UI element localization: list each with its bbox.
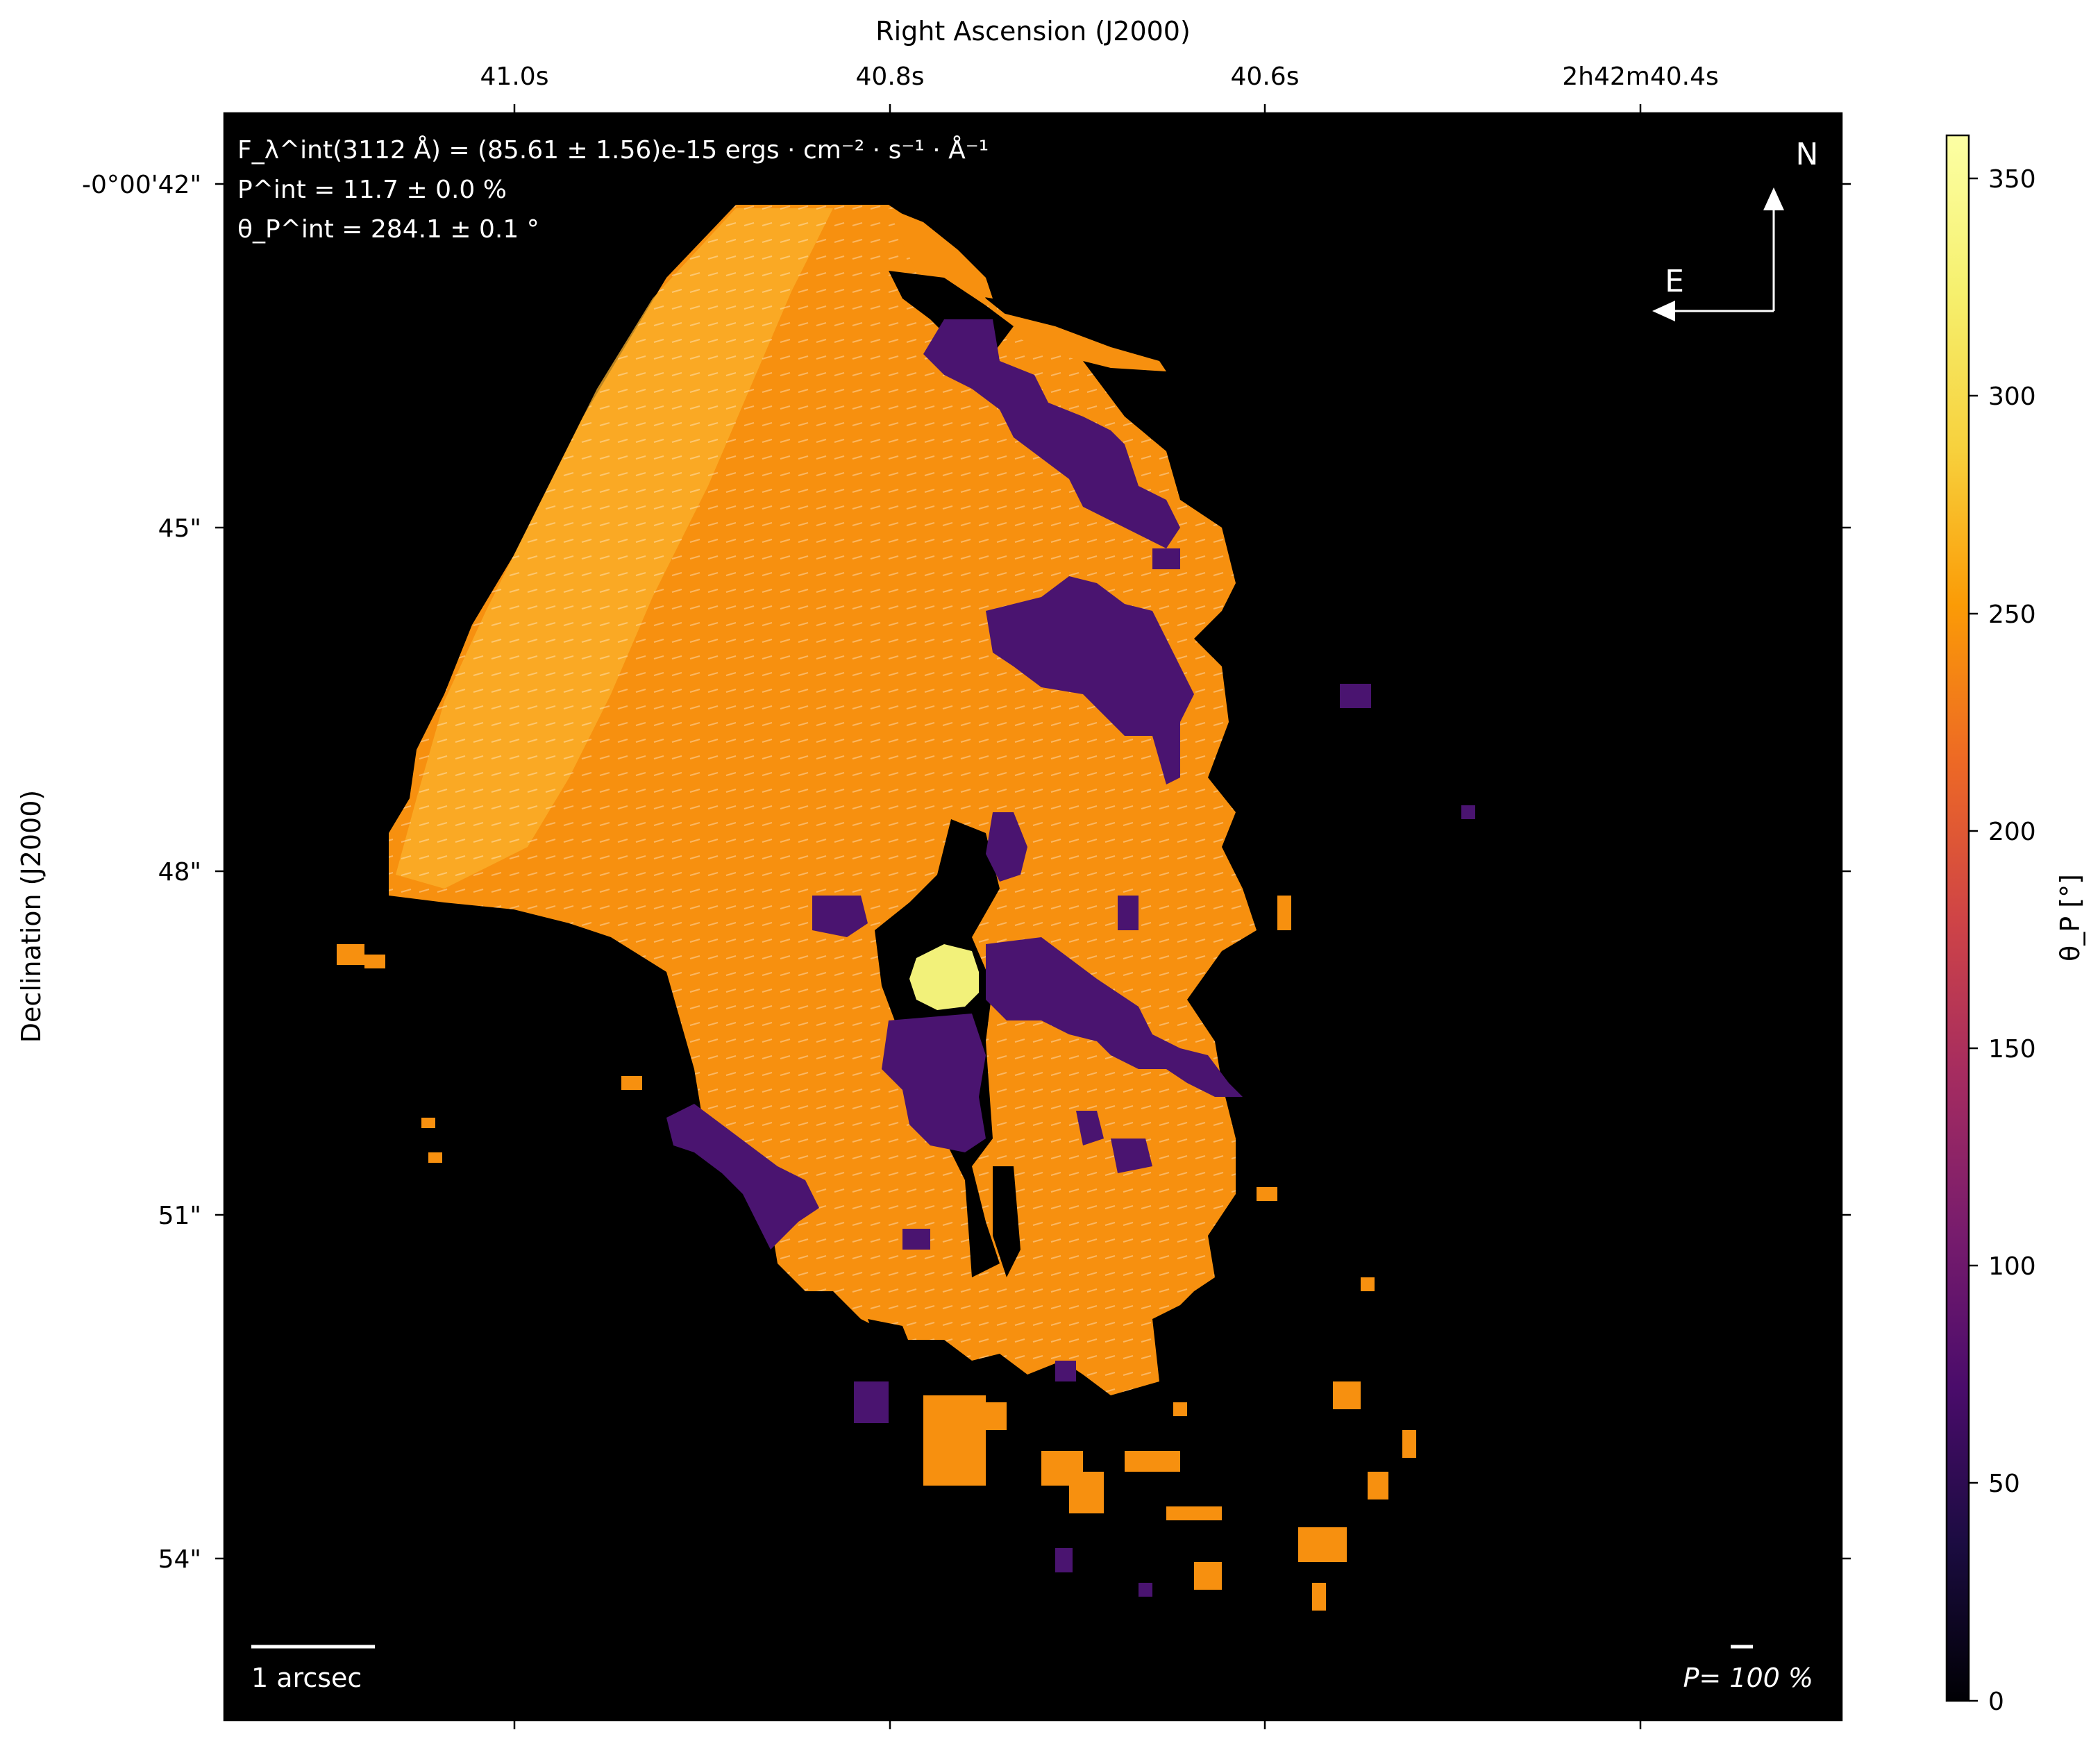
pol-angle-annotation: θ_P^int = 284.1 ± 0.1 ° xyxy=(237,215,539,244)
polarization-vectors xyxy=(389,205,1257,1395)
colorbar-tick-label: 150 xyxy=(1988,1035,2036,1064)
pol-degree-annotation: P^int = 11.7 ± 0.0 % xyxy=(237,176,507,204)
integrated-annotation: F_λ^int(3112 Å) = (85.61 ± 1.56)e-15 erg… xyxy=(237,135,989,244)
pol-scale: P= 100 % xyxy=(1683,1645,1813,1693)
colorbar-gradient xyxy=(1945,134,1970,1702)
purple-patches xyxy=(666,319,1243,1423)
plot-frame xyxy=(223,112,1843,1722)
y-axis-label: Declination (J2000) xyxy=(16,790,47,1043)
colorbar-tick-label: 350 xyxy=(1988,165,2036,194)
pol-scale-label: P= 100 % xyxy=(1683,1663,1813,1693)
y-tick-label: 45" xyxy=(158,514,201,543)
y-tick-label: 51" xyxy=(158,1202,201,1230)
east-arrowhead xyxy=(1652,301,1675,321)
y-tick-label: 48" xyxy=(158,858,201,887)
x-tick-label: 2h42m40.4s xyxy=(1562,62,1719,91)
y-tick-labels: -0°00'42" 45" 48" 51" 54" xyxy=(82,171,201,1574)
colorbar: 0 50 100 150 200 250 300 350 θ_P [°] xyxy=(1945,134,2085,1716)
x-ticks xyxy=(513,104,1642,1729)
nucleus xyxy=(909,944,979,1010)
scale-bar-label: 1 arcsec xyxy=(251,1663,362,1693)
isolated-blobs xyxy=(337,896,1416,1611)
north-label: N xyxy=(1796,137,1819,172)
y-tick-label: -0°00'42" xyxy=(82,171,201,199)
emission-streamer-2 xyxy=(1000,312,1166,371)
compass: N E xyxy=(1652,137,1818,321)
flux-annotation: F_λ^int(3112 Å) = (85.61 ± 1.56)e-15 erg… xyxy=(237,135,989,165)
colorbar-tick-label: 300 xyxy=(1988,383,2036,411)
colorbar-tick-label: 200 xyxy=(1988,818,2036,846)
x-axis-label: Right Ascension (J2000) xyxy=(875,16,1191,47)
emission-streamer xyxy=(889,208,993,299)
colorbar-tick-label: 50 xyxy=(1988,1470,2020,1498)
x-tick-label: 40.6s xyxy=(1231,62,1300,91)
gap-south xyxy=(993,1166,1020,1277)
y-tick-label: 54" xyxy=(158,1545,201,1574)
gap-edge-south xyxy=(868,1319,916,1375)
scale-bar: 1 arcsec xyxy=(251,1645,375,1693)
colorbar-tick-label: 0 xyxy=(1988,1688,2004,1716)
north-arrowhead xyxy=(1763,187,1784,210)
colorbar-tick-label: 100 xyxy=(1988,1252,2036,1281)
heatmap-map xyxy=(337,205,1475,1611)
x-tick-labels: 41.0s 40.8s 40.6s 2h42m40.4s xyxy=(480,62,1719,91)
y-ticks xyxy=(215,183,1851,1560)
east-label: E xyxy=(1665,264,1684,299)
x-tick-label: 41.0s xyxy=(480,62,549,91)
colorbar-tick-label: 250 xyxy=(1988,600,2036,629)
isolated-purple-blobs xyxy=(1055,684,1475,1597)
colorbar-label: θ_P [°] xyxy=(2055,874,2085,961)
colorbar-ticks xyxy=(1969,177,1978,1702)
x-tick-label: 40.8s xyxy=(856,62,925,91)
